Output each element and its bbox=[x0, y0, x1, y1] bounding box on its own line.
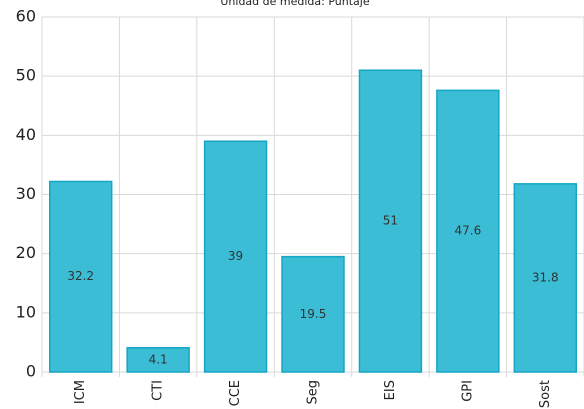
y-tick-label: 20 bbox=[16, 243, 36, 262]
bar bbox=[126, 346, 190, 373]
bar bbox=[203, 140, 268, 373]
bar bbox=[436, 89, 500, 373]
y-tick-label: 60 bbox=[16, 7, 36, 26]
value-label: 19.5 bbox=[300, 307, 327, 321]
x-tick-label: Seg bbox=[306, 380, 321, 405]
bar bbox=[48, 180, 113, 373]
x-tick-label: GPI bbox=[460, 380, 475, 402]
value-label: 4.1 bbox=[149, 352, 168, 366]
y-tick-label: 40 bbox=[16, 125, 36, 144]
y-tick-label: 50 bbox=[16, 66, 36, 85]
x-tick-label: CCE bbox=[228, 380, 243, 406]
bar bbox=[358, 69, 423, 373]
x-tick-label: ICM bbox=[73, 380, 88, 404]
value-label: 39 bbox=[228, 249, 243, 263]
y-tick-label: 0 bbox=[26, 362, 36, 381]
value-label: 31.8 bbox=[532, 270, 559, 284]
x-tick-label: Sost bbox=[538, 380, 553, 408]
x-tick-label: CTI bbox=[151, 380, 166, 401]
bar bbox=[281, 255, 345, 373]
value-label: 32.2 bbox=[67, 269, 94, 283]
y-tick-label: 10 bbox=[16, 302, 36, 321]
y-tick-label: 30 bbox=[16, 184, 36, 203]
x-tick-label: EIS bbox=[383, 380, 398, 400]
bar bbox=[513, 183, 578, 373]
chart-title: Unidad de medida: Puntaje bbox=[220, 0, 369, 8]
value-label: 47.6 bbox=[454, 224, 481, 238]
value-label: 51 bbox=[383, 214, 398, 228]
